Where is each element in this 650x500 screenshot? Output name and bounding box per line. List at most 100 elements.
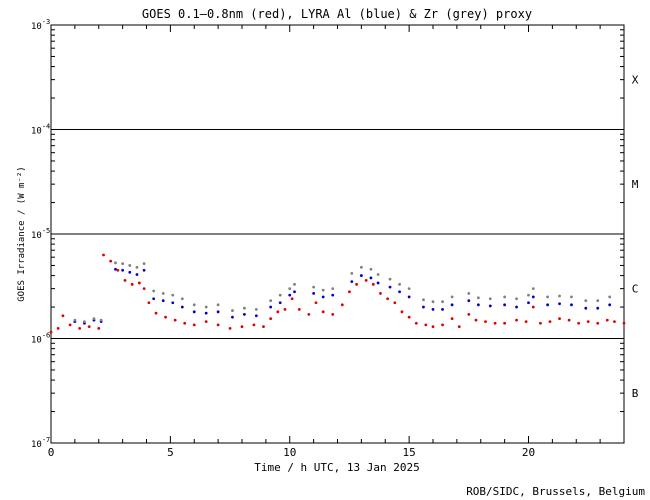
data-point <box>527 301 530 305</box>
data-point <box>369 267 373 271</box>
data-point <box>467 299 471 303</box>
data-point <box>484 320 487 324</box>
data-point <box>424 323 428 327</box>
data-point <box>171 301 175 305</box>
data-point <box>228 326 232 330</box>
series <box>49 253 626 334</box>
data-point <box>240 325 244 328</box>
y-tick-label: 10-3 <box>31 18 50 32</box>
data-point <box>92 317 96 321</box>
data-point <box>128 264 132 267</box>
data-point <box>321 295 325 299</box>
data-point <box>350 271 354 275</box>
x-tick-label: 15 <box>403 446 416 459</box>
data-point <box>476 303 480 307</box>
data-point <box>147 301 151 305</box>
data-point <box>398 290 401 294</box>
x-axis-label: Time / h UTC, 13 Jan 2025 <box>254 461 420 474</box>
data-point <box>252 323 256 327</box>
data-point <box>164 315 168 319</box>
data-point <box>622 321 626 325</box>
data-point <box>216 310 220 314</box>
data-point <box>123 278 127 282</box>
data-point <box>515 305 518 309</box>
data-point <box>56 326 60 330</box>
data-point <box>231 309 234 312</box>
data-point <box>567 318 571 322</box>
data-point <box>527 293 530 297</box>
data-point <box>171 293 175 297</box>
series <box>73 267 612 325</box>
data-point <box>348 290 351 294</box>
class-label: B <box>632 387 639 400</box>
data-point <box>109 259 113 263</box>
data-point <box>608 303 612 307</box>
x-tick-label: 10 <box>283 446 296 459</box>
data-point <box>278 301 282 305</box>
data-point <box>531 287 535 291</box>
data-point <box>355 282 358 286</box>
data-point <box>242 313 246 316</box>
data-point <box>331 313 335 316</box>
data-point <box>97 326 101 330</box>
data-point <box>515 297 518 301</box>
data-point <box>128 270 132 274</box>
data-point <box>137 281 141 285</box>
data-point <box>276 310 280 314</box>
data-point <box>321 310 325 314</box>
data-point <box>290 297 294 301</box>
credit-text: ROB/SIDC, Brussels, Belgium <box>466 485 645 498</box>
data-point <box>364 278 368 282</box>
data-point <box>183 321 187 325</box>
data-point <box>457 325 461 328</box>
data-point <box>398 282 401 286</box>
data-point <box>414 321 418 325</box>
data-point <box>596 299 600 303</box>
data-point <box>531 305 535 309</box>
data-point <box>531 295 535 299</box>
data-point <box>231 315 234 319</box>
data-point <box>152 289 156 293</box>
data-point <box>293 290 296 294</box>
y-tick-label: 10-5 <box>31 227 50 241</box>
data-point <box>314 301 318 305</box>
data-point <box>546 295 549 299</box>
data-point <box>204 320 208 324</box>
data-point <box>467 292 471 295</box>
data-point <box>142 287 146 291</box>
data-point <box>154 311 158 315</box>
data-point <box>474 318 478 322</box>
data-point <box>269 317 273 321</box>
flare-class-labels: B C M X <box>632 74 639 401</box>
data-point <box>359 274 363 277</box>
data-point <box>584 306 588 310</box>
data-point <box>359 265 363 269</box>
data-point <box>379 292 382 295</box>
data-point <box>376 281 380 285</box>
data-point <box>608 295 612 299</box>
data-point <box>254 314 258 318</box>
data-point <box>102 253 105 257</box>
data-point <box>114 267 117 271</box>
data-point <box>605 318 609 322</box>
data-point <box>388 277 392 281</box>
x-tick-label: 5 <box>167 446 174 459</box>
class-label: M <box>632 178 639 191</box>
data-point <box>216 303 220 307</box>
data-point <box>161 292 165 295</box>
data-point <box>321 288 325 292</box>
data-point <box>400 310 404 314</box>
data-point <box>180 297 184 301</box>
data-point <box>121 268 125 272</box>
data-point <box>262 325 265 328</box>
data-point <box>388 285 392 289</box>
data-point <box>503 321 507 325</box>
data-point <box>142 268 146 272</box>
data-point <box>450 295 454 299</box>
data-point <box>558 294 561 298</box>
flare-class-lines <box>51 129 624 339</box>
data-point <box>450 317 454 321</box>
data-point <box>441 323 444 327</box>
data-point <box>407 287 411 291</box>
